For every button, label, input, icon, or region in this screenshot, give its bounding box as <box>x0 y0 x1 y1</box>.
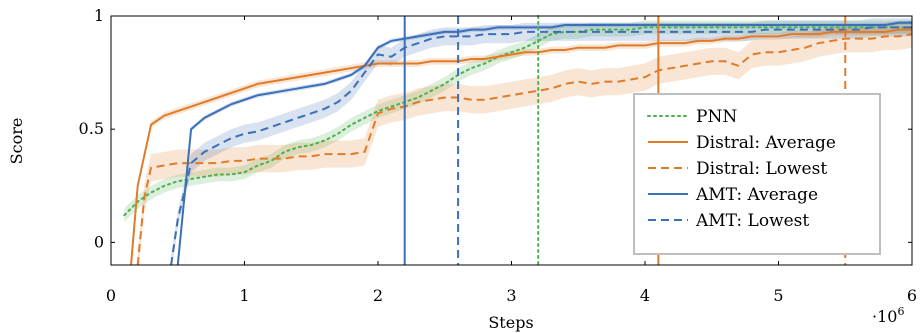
legend: PNN Distral: Average Distral: Lowest AMT: A… <box>633 93 881 255</box>
legend-label: Distral: Average <box>696 133 836 153</box>
legend-box <box>633 93 881 255</box>
series-lines <box>123 21 912 265</box>
x-tick-label: 2 <box>373 286 383 305</box>
legend-label: AMT: Lowest <box>695 211 809 231</box>
x-tick-label: 1 <box>239 286 249 305</box>
y-tick-label: 0 <box>94 232 104 251</box>
y-tick-label: 1 <box>94 6 104 25</box>
series-line-distral-lowest <box>136 33 912 265</box>
series-line-pnn <box>123 26 912 217</box>
x-tick-label: 3 <box>506 286 516 305</box>
series-line-amt-lowest <box>170 26 912 265</box>
legend-label: AMT: Average <box>695 185 818 205</box>
band-amt-lowest <box>171 18 912 265</box>
x-tick-label: 0 <box>106 286 116 305</box>
y-axis-label: Score <box>7 118 26 165</box>
x-axis-ticks: 0 1 2 3 4 5 6 <box>106 16 917 305</box>
series-line-amt-average <box>176 21 912 265</box>
x-tick-label: 4 <box>640 286 650 305</box>
legend-label: Distral: Lowest <box>696 159 827 179</box>
band-distral-lowest <box>137 20 912 265</box>
x-tick-label: 6 <box>907 286 917 305</box>
series-line-distral-average <box>130 28 912 265</box>
legend-label: PNN <box>696 107 737 127</box>
x-axis-exponent: ·106 <box>872 305 904 326</box>
confidence-bands <box>124 18 912 265</box>
y-tick-label: 0.5 <box>79 119 104 138</box>
x-tick-label: 5 <box>773 286 783 305</box>
y-axis-ticks: 00.51 <box>79 6 912 251</box>
x-axis-label: Steps <box>488 313 533 332</box>
